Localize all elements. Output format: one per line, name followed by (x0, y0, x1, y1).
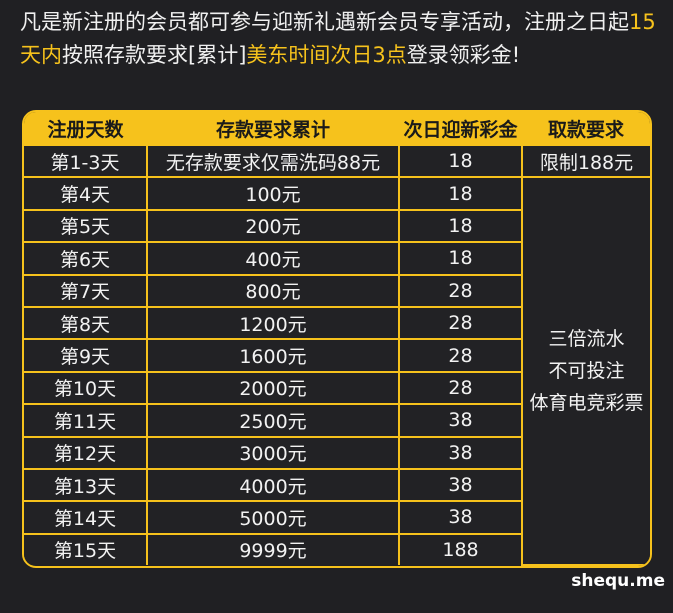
bonus-cell: 18 (398, 208, 522, 244)
day-cell: 第11天 (24, 403, 148, 438)
day-cell: 第14天 (24, 500, 148, 535)
table-row: 第6天 400元 18 (24, 241, 650, 276)
intro-text: 凡是新注册的会员都可参与迎新礼遇新会员专享活动，注册之日起15天内按照存款要求[… (20, 10, 656, 67)
deposit-cell: 100元 (146, 176, 400, 211)
table-row: 第12天 3000元 38 (24, 435, 650, 470)
table-row: 第5天 200元 18 (24, 208, 650, 244)
day-cell: 第6天 (24, 241, 148, 276)
day-cell: 第8天 (24, 305, 148, 341)
table-row: 第4天 100元 18 三倍流水 不可投注 体育电竞彩票 (24, 176, 650, 567)
table-row: 第9天 1600元 28 (24, 338, 650, 373)
table-row: 第11天 2500元 38 (24, 403, 650, 438)
bonus-cell: 18 (398, 241, 522, 276)
day-cell: 第4天 (24, 176, 148, 211)
withdraw-rule-cell: 三倍流水不可投注体育电竞彩票 (521, 176, 650, 567)
highlight-time: 美东时间次日3点 (246, 43, 407, 67)
bonus-cell: 188 (398, 532, 522, 566)
bonus-cell: 18 (398, 176, 523, 211)
withdraw-cell: 限制188元 (521, 143, 650, 179)
deposit-cell: 无存款要求仅需洗码88元 (146, 143, 400, 179)
bonus-cell: 18 (398, 143, 523, 179)
withdraw-rule-line: 三倍流水 (548, 328, 625, 351)
bonus-cell: 38 (398, 403, 522, 438)
bonus-table: 注册天数 存款要求累计 次日迎新彩金 取款要求 第1-3天 无存款要求仅需洗码88… (22, 110, 652, 569)
deposit-cell: 4000元 (146, 467, 400, 503)
day-cell: 第5天 (24, 208, 148, 244)
watermark: shequ.me (571, 571, 665, 591)
header-withdraw: 取款要求 (522, 112, 650, 145)
bonus-cell: 38 (398, 435, 522, 470)
bonus-cell: 28 (398, 338, 522, 373)
bonus-cell: 38 (398, 500, 522, 535)
deposit-cell: 400元 (146, 241, 400, 276)
bonus-cell: 38 (398, 467, 522, 503)
deposit-cell: 2500元 (146, 403, 400, 438)
day-cell: 第12天 (24, 435, 148, 470)
day-cell: 第13天 (24, 467, 148, 503)
header-days: 注册天数 (24, 112, 147, 145)
header-deposit: 存款要求累计 (147, 112, 399, 145)
bonus-cell: 28 (398, 370, 522, 406)
table-row: 第7天 800元 28 (24, 273, 650, 308)
deposit-cell: 2000元 (146, 370, 400, 406)
deposit-cell: 3000元 (146, 435, 400, 470)
bonus-cell: 28 (398, 273, 522, 308)
withdraw-rule-line: 体育电竞彩票 (529, 392, 644, 415)
deposit-cell: 1600元 (146, 338, 400, 373)
header-bonus: 次日迎新彩金 (399, 112, 522, 145)
deposit-cell: 200元 (146, 208, 400, 244)
table-row: 第13天 4000元 38 (24, 467, 650, 503)
table-row: 第10天 2000元 28 (24, 370, 650, 406)
withdraw-rule-line: 不可投注 (548, 360, 625, 383)
table-row: 第8天 1200元 28 (24, 305, 650, 341)
day-cell: 第7天 (24, 273, 148, 308)
table-row: 第1-3天 无存款要求仅需洗码88元 18 限制188元 (24, 143, 650, 179)
deposit-cell: 1200元 (146, 305, 400, 341)
table-row: 第15天 9999元 188 (24, 532, 650, 566)
day-cell: 第15天 (24, 532, 148, 566)
deposit-cell: 800元 (146, 273, 400, 308)
highlight-days: 15天内 (20, 10, 656, 67)
deposit-cell: 9999元 (146, 532, 400, 566)
bonus-cell: 28 (398, 305, 522, 341)
day-cell: 第9天 (24, 338, 148, 373)
day-cell: 第10天 (24, 370, 148, 406)
table-row: 第14天 5000元 38 (24, 500, 650, 535)
deposit-cell: 5000元 (146, 500, 400, 535)
day-cell: 第1-3天 (24, 143, 148, 179)
